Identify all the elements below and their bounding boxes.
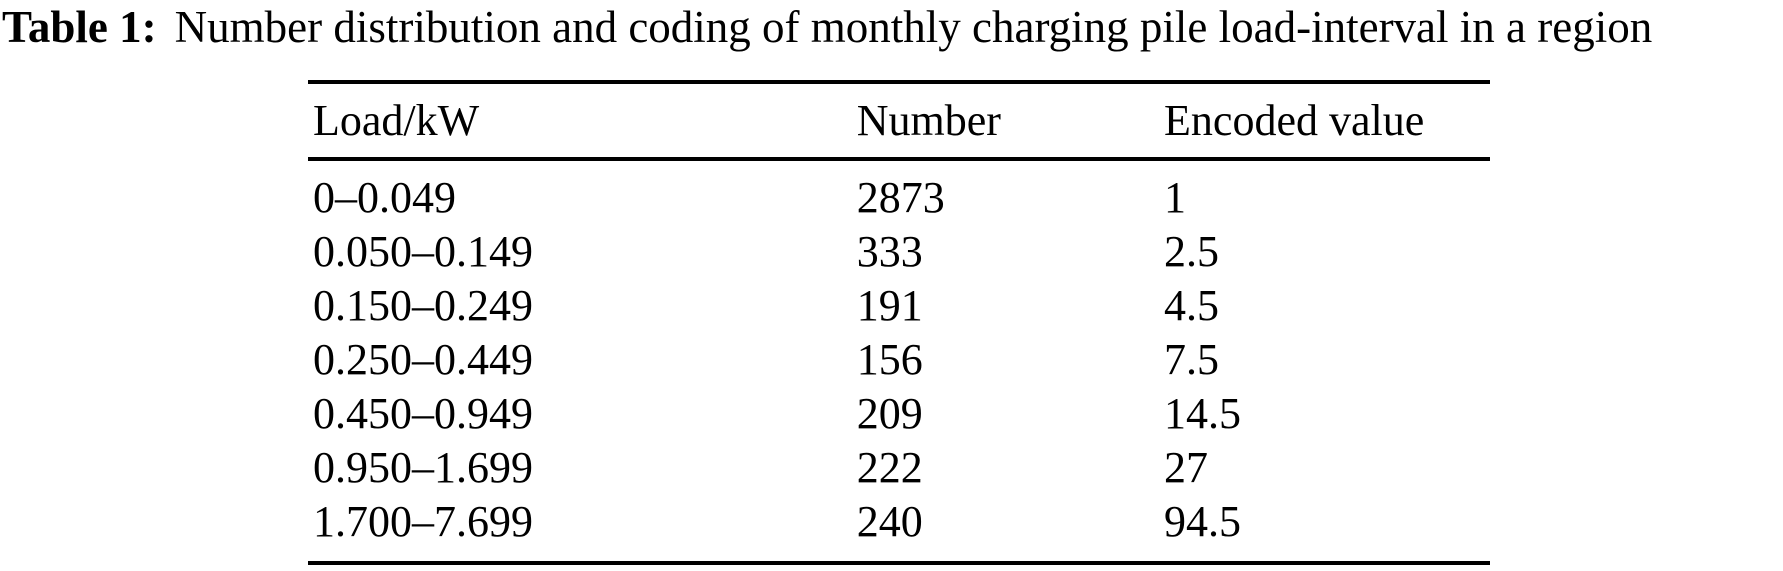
- table-cell-load-kw: 0–0.049: [313, 173, 456, 222]
- table-cell-number: 240: [856, 497, 923, 546]
- table-header-row: Load/kW Number Encoded value: [308, 84, 1490, 161]
- table-cell-number: 156: [856, 335, 923, 384]
- table-cell-number: 2873: [856, 173, 945, 222]
- table-body: 0–0.049 2873 1 0.050–0.149 333 2.5 0.150–0.249…: [308, 161, 1490, 561]
- table-cell-encoded-value: 94.5: [1164, 497, 1242, 546]
- table-cell-number: 222: [856, 443, 923, 492]
- table-caption-label: Table 1:: [2, 2, 157, 52]
- load-interval-table: Load/kW Number Encoded value 0–0.049 2873 1 0…: [308, 80, 1490, 565]
- table-caption-text: Number distribution and coding of monthl…: [174, 2, 1653, 52]
- table-cell-encoded-value: 4.5: [1164, 281, 1220, 330]
- table-cell-number: 333: [856, 227, 923, 276]
- table-row: 1.700–7.699 240 94.5: [308, 495, 1490, 549]
- column-header-load-kw: Load/kW: [313, 96, 480, 145]
- table-caption: Table 1: Number distribution and coding o…: [2, 2, 1783, 52]
- table-cell-load-kw: 0.950–1.699: [313, 443, 533, 492]
- table-cell-encoded-value: 1: [1164, 173, 1187, 222]
- table-row: 0.250–0.449 156 7.5: [308, 333, 1490, 387]
- table-cell-load-kw: 0.450–0.949: [313, 389, 533, 438]
- table-cell-load-kw: 0.050–0.149: [313, 227, 533, 276]
- table-cell-encoded-value: 2.5: [1164, 227, 1220, 276]
- table-cell-encoded-value: 27: [1164, 443, 1209, 492]
- table-cell-load-kw: 0.250–0.449: [313, 335, 533, 384]
- table-cell-number: 209: [856, 389, 923, 438]
- table-cell-load-kw: 0.150–0.249: [313, 281, 533, 330]
- table-row: 0.450–0.949 209 14.5: [308, 387, 1490, 441]
- table-row: 0.050–0.149 333 2.5: [308, 225, 1490, 279]
- table-row: 0–0.049 2873 1: [308, 171, 1490, 225]
- table-cell-encoded-value: 14.5: [1164, 389, 1242, 438]
- table-cell-load-kw: 1.700–7.699: [313, 497, 533, 546]
- table-cell-number: 191: [856, 281, 923, 330]
- table-row: 0.150–0.249 191 4.5: [308, 279, 1490, 333]
- table-cell-encoded-value: 7.5: [1164, 335, 1220, 384]
- column-header-number: Number: [856, 96, 1001, 145]
- table-row: 0.950–1.699 222 27: [308, 441, 1490, 495]
- column-header-encoded-value: Encoded value: [1164, 96, 1425, 145]
